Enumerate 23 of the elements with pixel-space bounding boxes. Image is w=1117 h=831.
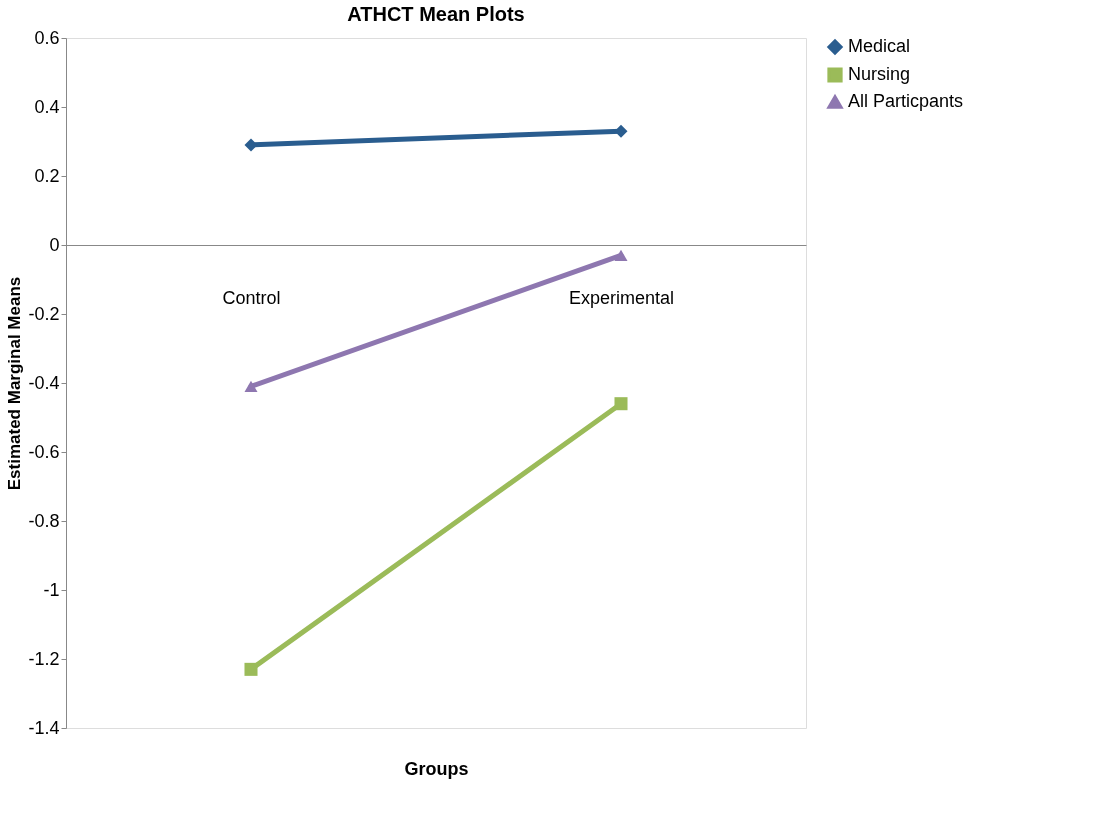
point: [244, 662, 258, 676]
legend-label: Nursing: [848, 64, 911, 84]
legend-label: All Particpants: [848, 91, 964, 111]
x-tick-label: Control: [222, 287, 281, 308]
y-tick-label: -0.6: [28, 441, 60, 462]
y-tick-label: -1: [43, 579, 60, 600]
y-tick-label: -0.2: [28, 303, 60, 324]
x-tick-label: Experimental: [568, 287, 675, 308]
point: [614, 124, 628, 138]
y-tick-label: 0.2: [34, 165, 60, 186]
y-tick-label: -1.4: [28, 717, 60, 738]
y-tick-label: 0: [49, 234, 60, 255]
y-tick-label: 0.4: [34, 96, 60, 117]
y-tick-label: 0.6: [34, 27, 60, 48]
legend-label: Medical: [848, 36, 911, 56]
x-axis-title: Groups: [404, 758, 469, 779]
point: [614, 397, 628, 411]
y-tick-label: -1.2: [28, 648, 60, 669]
y-tick-label: -0.8: [28, 510, 60, 531]
point: [244, 138, 258, 152]
y-axis-title: Estimated Marginal Means: [5, 276, 25, 491]
y-tick-label: -0.4: [28, 372, 60, 393]
chart-title: ATHCT Mean Plots: [347, 3, 525, 25]
